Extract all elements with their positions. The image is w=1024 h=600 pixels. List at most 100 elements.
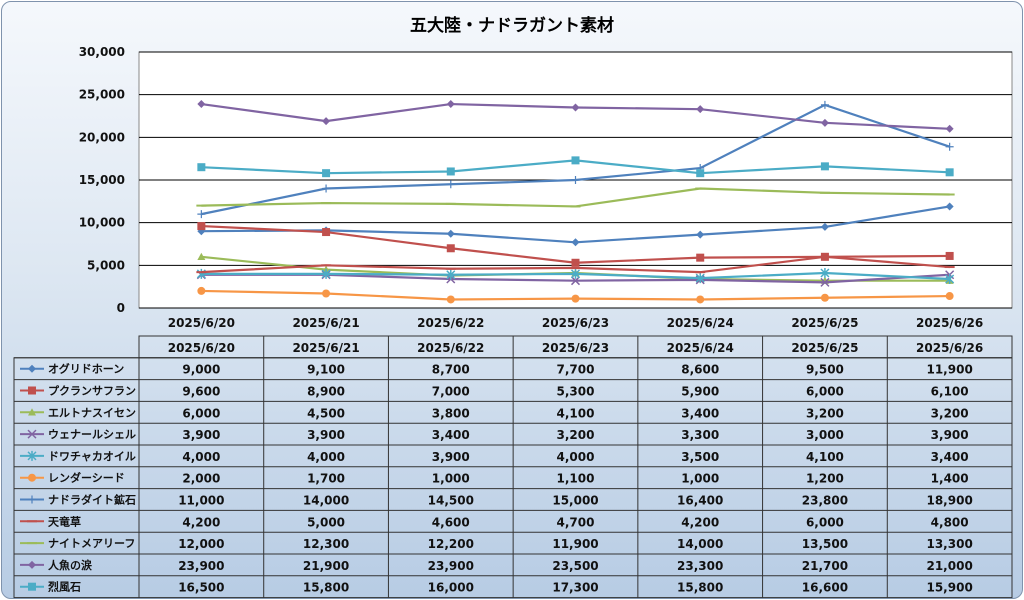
chart-title: 五大陸・ナドラガント素材 xyxy=(410,15,614,36)
table-cell: 9,100 xyxy=(307,363,345,377)
table-cell: 9,600 xyxy=(182,385,220,399)
data-point xyxy=(945,292,954,301)
table-cell: 2,000 xyxy=(182,472,220,486)
legend-label: エルトナスイセン xyxy=(48,406,136,419)
legend-label: ウェナールシェル xyxy=(48,428,136,441)
table-row: オグリドホーン 9,000 9,100 8,700 7,700 8,600 9,500 11,… xyxy=(20,362,973,377)
table-header-cell: 2025/6/20 xyxy=(168,341,235,355)
data-point xyxy=(197,252,206,260)
data-point xyxy=(322,289,331,298)
series-5 xyxy=(196,268,955,284)
table-cell: 12,200 xyxy=(428,537,474,551)
table-cell: 6,000 xyxy=(182,406,220,420)
series-6 xyxy=(197,286,954,304)
y-tick-label: 10,000 xyxy=(79,216,125,230)
data-point xyxy=(695,273,705,284)
legend-label: ドワチャカオイル xyxy=(48,450,136,463)
legend-label: 烈風石 xyxy=(48,580,81,594)
data-point xyxy=(571,156,580,165)
data-point xyxy=(945,251,954,260)
data-point xyxy=(446,244,455,253)
data-point xyxy=(570,268,581,279)
table-cell: 3,400 xyxy=(432,428,470,442)
x-tick-label: 2025/6/22 xyxy=(417,316,484,330)
table-cell: 4,200 xyxy=(681,515,719,529)
data-point xyxy=(571,238,580,247)
series-layer xyxy=(196,100,955,304)
table-cell: 4,200 xyxy=(182,515,220,529)
data-point xyxy=(945,142,954,151)
table-cell: 1,700 xyxy=(307,472,345,486)
data-point xyxy=(197,210,206,219)
table-row: プクランサフラン 9,600 8,900 7,000 5,300 5,900 6,000 6,… xyxy=(20,384,969,399)
table-row: ナイトメアリーフ 12,000 12,300 12,200 11,900 14,000 13… xyxy=(20,537,973,551)
legend-label: プクランサフラン xyxy=(48,384,136,398)
table-cell: 8,900 xyxy=(307,385,345,399)
table-cell: 15,000 xyxy=(552,494,598,508)
data-table: 2025/6/20 2025/6/21 2025/6/22 2025/6/23 2025… xyxy=(13,335,1013,598)
table-cell: 3,900 xyxy=(307,428,345,442)
table-cell: 3,900 xyxy=(432,450,470,464)
table-row: ウェナールシェル 3,900 3,900 3,400 3,200 3,300 3,000 3,… xyxy=(20,428,969,442)
table-cell: 3,800 xyxy=(432,406,470,420)
y-tick-label: 0 xyxy=(117,301,125,315)
table-cell: 4,700 xyxy=(557,515,595,529)
table-cell: 23,900 xyxy=(178,559,224,573)
series-7 xyxy=(197,100,954,219)
data-point xyxy=(197,163,206,172)
table-cell: 9,000 xyxy=(182,363,220,377)
y-tick-label: 25,000 xyxy=(79,88,125,102)
table-cell: 3,500 xyxy=(681,450,719,464)
table-cell: 3,300 xyxy=(681,428,719,442)
legend-marker xyxy=(28,386,36,395)
x-tick-label: 2025/6/20 xyxy=(168,316,235,330)
table-cell: 3,200 xyxy=(557,428,595,442)
data-point xyxy=(322,228,331,237)
table-cell: 4,000 xyxy=(557,450,595,464)
table-row: ナドラダイト鉱石 11,000 14,000 14,500 15,000 16,400 23… xyxy=(20,493,973,508)
legend-label: 人魚の涙 xyxy=(48,558,92,572)
table-cell: 16,400 xyxy=(677,494,723,508)
y-tick-label: 20,000 xyxy=(79,130,125,144)
table-cell: 3,200 xyxy=(931,406,969,420)
data-point xyxy=(322,184,331,193)
table-cell: 14,000 xyxy=(677,537,723,551)
data-point xyxy=(446,295,455,304)
table-header-cell: 2025/6/21 xyxy=(292,341,359,355)
table-cell: 6,000 xyxy=(806,515,844,529)
x-tick-label: 2025/6/24 xyxy=(667,316,734,330)
data-point xyxy=(322,169,331,178)
data-point xyxy=(696,105,705,114)
table-cell: 15,900 xyxy=(926,581,972,595)
data-point xyxy=(820,118,829,127)
table-cell: 21,900 xyxy=(303,559,349,573)
y-axis: 0 5,000 10,000 15,000 20,000 25,000 30,000 xyxy=(79,45,125,315)
legend-label: オグリドホーン xyxy=(48,362,124,376)
data-point xyxy=(197,100,206,109)
table-cell: 9,500 xyxy=(806,363,844,377)
data-point xyxy=(446,269,456,280)
table-row: 烈風石 16,500 15,800 16,000 17,300 15,800 16,600 1… xyxy=(20,580,973,595)
table-cell: 21,000 xyxy=(926,559,972,573)
table-cell: 11,900 xyxy=(552,537,598,551)
legend-marker xyxy=(27,429,37,439)
data-point xyxy=(571,176,580,184)
data-point xyxy=(820,293,829,302)
table-cell: 12,000 xyxy=(178,537,224,551)
table-cell: 3,000 xyxy=(806,428,844,442)
table-cell: 23,300 xyxy=(677,559,723,573)
table-cell: 4,800 xyxy=(931,515,969,529)
table-cell: 3,200 xyxy=(806,406,844,420)
table-row: ドワチャカオイル 4,000 4,000 3,900 4,000 3,500 4,100 3,… xyxy=(20,450,969,464)
table-cell: 6,000 xyxy=(806,385,844,399)
data-point xyxy=(321,268,331,279)
x-tick-label: 2025/6/23 xyxy=(542,316,609,330)
table-cell: 5,000 xyxy=(307,515,345,529)
legend-marker xyxy=(28,560,36,569)
x-axis: 2025/6/20 2025/6/21 2025/6/22 2025/6/23 2025… xyxy=(168,316,984,330)
table-cell: 13,500 xyxy=(802,537,848,551)
y-tick-label: 30,000 xyxy=(79,45,125,59)
legend-label: ナイトメアリーフ xyxy=(48,537,135,550)
legend-marker xyxy=(28,582,36,591)
